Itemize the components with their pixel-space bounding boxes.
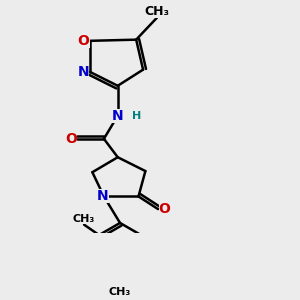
Text: N: N — [97, 189, 109, 203]
Text: O: O — [159, 202, 170, 216]
Text: O: O — [65, 132, 77, 146]
Text: CH₃: CH₃ — [73, 214, 95, 224]
Text: N: N — [112, 109, 124, 123]
Text: H: H — [131, 111, 141, 121]
Text: CH₃: CH₃ — [144, 5, 169, 19]
Text: CH₃: CH₃ — [109, 287, 131, 297]
Text: O: O — [78, 34, 89, 48]
Text: N: N — [78, 65, 89, 79]
